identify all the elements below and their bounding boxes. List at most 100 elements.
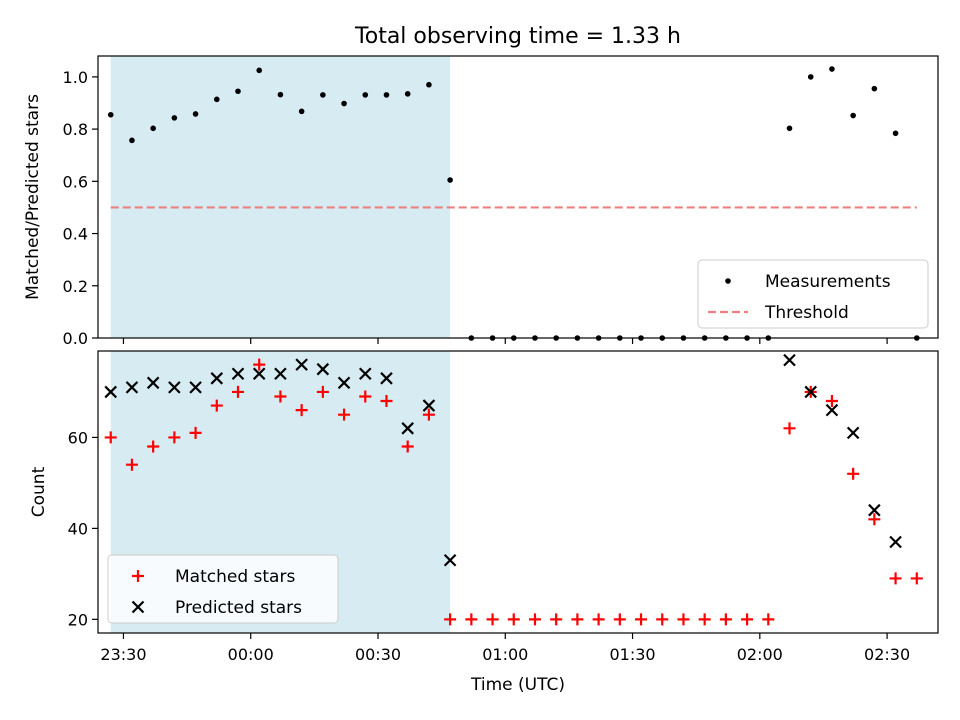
data-point [825, 395, 838, 408]
data-point [613, 613, 626, 626]
data-point [210, 372, 224, 385]
data-point [277, 91, 284, 98]
bottom-panel: 20 40 60 23:30 00:00 00:30 01:00 01:30 02:00 02:3… [29, 350, 939, 664]
legend-label: Predicted stars [175, 598, 302, 618]
data-point [380, 372, 393, 385]
legend-label: Measurements [765, 272, 891, 292]
data-point [359, 390, 372, 403]
legend-label: Threshold [764, 303, 849, 323]
data-point [889, 535, 902, 549]
data-point [150, 125, 156, 132]
data-point [762, 613, 775, 626]
x-tick-label: 00:30 [355, 645, 401, 664]
data-point [656, 613, 669, 626]
x-axis-label: Time (UTC) [470, 675, 565, 695]
legend-label: Matched stars [175, 567, 295, 587]
data-point [298, 108, 305, 115]
data-point [253, 358, 266, 371]
data-point [252, 367, 266, 381]
data-point [256, 67, 263, 74]
data-point [592, 613, 605, 626]
data-point [550, 613, 563, 626]
x-tick-label: 01:30 [609, 645, 655, 664]
x-tick-label: 02:30 [864, 645, 910, 664]
legend-swatch [725, 278, 731, 284]
data-point [677, 613, 690, 626]
data-point [104, 385, 118, 399]
y-tick-label: 0.6 [63, 172, 88, 191]
chart-title: Total observing time = 1.33 h [354, 24, 681, 49]
data-point [274, 367, 287, 381]
data-point [868, 513, 881, 526]
y-tick-label: 0.2 [63, 277, 88, 296]
data-point [189, 381, 202, 394]
data-point [235, 88, 241, 95]
data-point [316, 385, 329, 398]
data-point [889, 572, 902, 585]
data-point [380, 395, 393, 408]
data-point [444, 613, 457, 626]
data-point [295, 404, 308, 417]
data-point [231, 367, 245, 381]
shaded-interval [110, 56, 451, 338]
data-point [316, 362, 330, 376]
data-point [129, 137, 135, 144]
legend-swatch [132, 570, 144, 582]
data-point [168, 431, 181, 444]
y-tick-label: 60 [68, 428, 88, 447]
data-point [846, 426, 860, 440]
data-point [892, 130, 899, 137]
data-point [232, 385, 244, 398]
data-point [910, 572, 923, 585]
data-point [104, 431, 117, 444]
data-point [447, 177, 453, 183]
data-point [358, 367, 372, 381]
data-point [426, 81, 432, 88]
data-point [146, 376, 160, 390]
data-point [465, 613, 478, 626]
data-point [422, 408, 435, 421]
series-predicted-stars [104, 353, 902, 567]
data-point [107, 111, 114, 118]
data-point [783, 353, 796, 367]
y-tick-label: 40 [68, 519, 88, 538]
bottom-y-axis-label: Count [29, 466, 49, 517]
data-point [571, 613, 584, 626]
data-point [295, 358, 308, 371]
y-tick-label: 0.8 [63, 120, 88, 139]
data-point [786, 125, 793, 132]
data-point [486, 613, 499, 626]
bottom-legend: Matched stars Predicted stars [107, 554, 339, 624]
data-point [168, 381, 181, 394]
data-point [528, 613, 541, 626]
data-point [741, 613, 754, 626]
data-point [404, 91, 411, 97]
y-tick-label: 20 [68, 610, 88, 629]
data-point [871, 85, 878, 92]
data-point [171, 115, 178, 121]
data-point [804, 385, 818, 399]
data-point [401, 440, 414, 453]
data-point [825, 403, 839, 417]
data-point [210, 399, 223, 412]
y-tick-label: 0.4 [63, 225, 88, 244]
bottom-panel-axes-layer: 20 40 60 23:30 00:00 00:30 01:00 01:30 02:00 02:3… [68, 350, 939, 664]
data-point [189, 426, 202, 439]
data-point [719, 613, 732, 626]
top-panel: 0.0 0.2 0.4 0.6 0.8 1.0 Matched/Predicted sta… [23, 55, 939, 348]
legend-box [107, 554, 339, 624]
top-y-axis-label: Matched/Predicted stars [23, 94, 43, 300]
top-panel-axes-layer: 0.0 0.2 0.4 0.6 0.8 1.0 [63, 55, 939, 348]
legend-swatch [131, 600, 145, 614]
data-point [341, 100, 347, 107]
plot-frame [97, 350, 939, 634]
data-point [829, 66, 835, 72]
y-tick-label: 0.0 [63, 329, 88, 348]
data-point [635, 613, 648, 626]
data-point [192, 111, 199, 117]
data-point [125, 458, 138, 471]
data-point [443, 553, 457, 567]
data-point [807, 74, 814, 80]
data-point [850, 112, 856, 119]
